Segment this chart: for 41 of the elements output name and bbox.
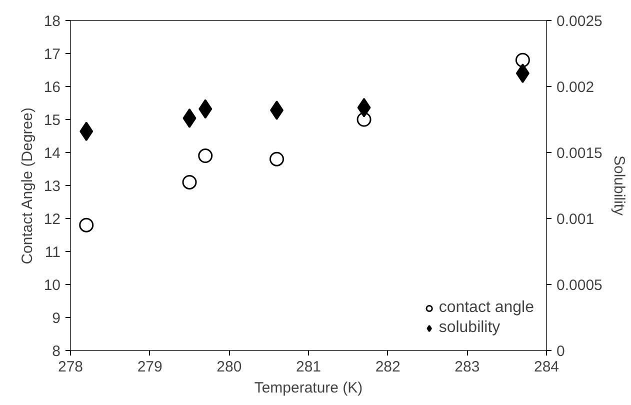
point bbox=[198, 99, 212, 119]
y2-tick-label: 0.0005 bbox=[556, 277, 602, 294]
y-tick-label: 13 bbox=[44, 178, 61, 195]
point bbox=[356, 112, 372, 127]
y2-tick-label: 0.0015 bbox=[556, 145, 602, 162]
x-tick-label: 283 bbox=[454, 358, 480, 376]
x-tick-label: 279 bbox=[137, 358, 162, 376]
y-tick-label: 8 bbox=[52, 343, 60, 360]
y-tick-label: 11 bbox=[44, 244, 61, 261]
legend-label: solubility bbox=[438, 319, 500, 337]
y-tick-label: 18 bbox=[44, 13, 61, 30]
y2-tick-label: 0.001 bbox=[556, 211, 594, 228]
point bbox=[270, 152, 284, 166]
y-tick-label: 16 bbox=[44, 79, 61, 96]
point bbox=[270, 100, 284, 120]
y-tick-label: 10 bbox=[44, 277, 61, 294]
y-tick-label: 15 bbox=[44, 112, 61, 129]
x-tick-label: 284 bbox=[534, 358, 560, 376]
y2-axis-title: Solubility bbox=[610, 155, 628, 216]
x-axis-title: Temperature (K) bbox=[254, 380, 363, 396]
y-tick-label: 17 bbox=[44, 46, 61, 63]
y-axis-title: Contact Angle (Degree) bbox=[18, 108, 36, 264]
y2-tick-label: 0.002 bbox=[556, 79, 594, 96]
point bbox=[198, 148, 213, 164]
x-tick-label: 282 bbox=[375, 358, 400, 376]
y-tick-label: 14 bbox=[44, 145, 61, 162]
point bbox=[515, 52, 530, 68]
point bbox=[357, 98, 371, 118]
x-tick-label: 278 bbox=[58, 358, 84, 376]
legend-label: contact angle bbox=[438, 299, 534, 317]
point bbox=[182, 174, 197, 190]
y-tick-label: 12 bbox=[44, 211, 61, 228]
x-tick-label: 281 bbox=[296, 358, 322, 376]
point bbox=[182, 108, 196, 128]
y2-tick-label: 0.0025 bbox=[556, 13, 602, 30]
y-tick-label: 9 bbox=[52, 310, 60, 327]
point bbox=[80, 122, 94, 142]
point bbox=[516, 64, 530, 84]
point bbox=[79, 218, 94, 232]
x-tick-label: 280 bbox=[216, 358, 242, 376]
y2-tick-label: 0 bbox=[556, 343, 565, 360]
